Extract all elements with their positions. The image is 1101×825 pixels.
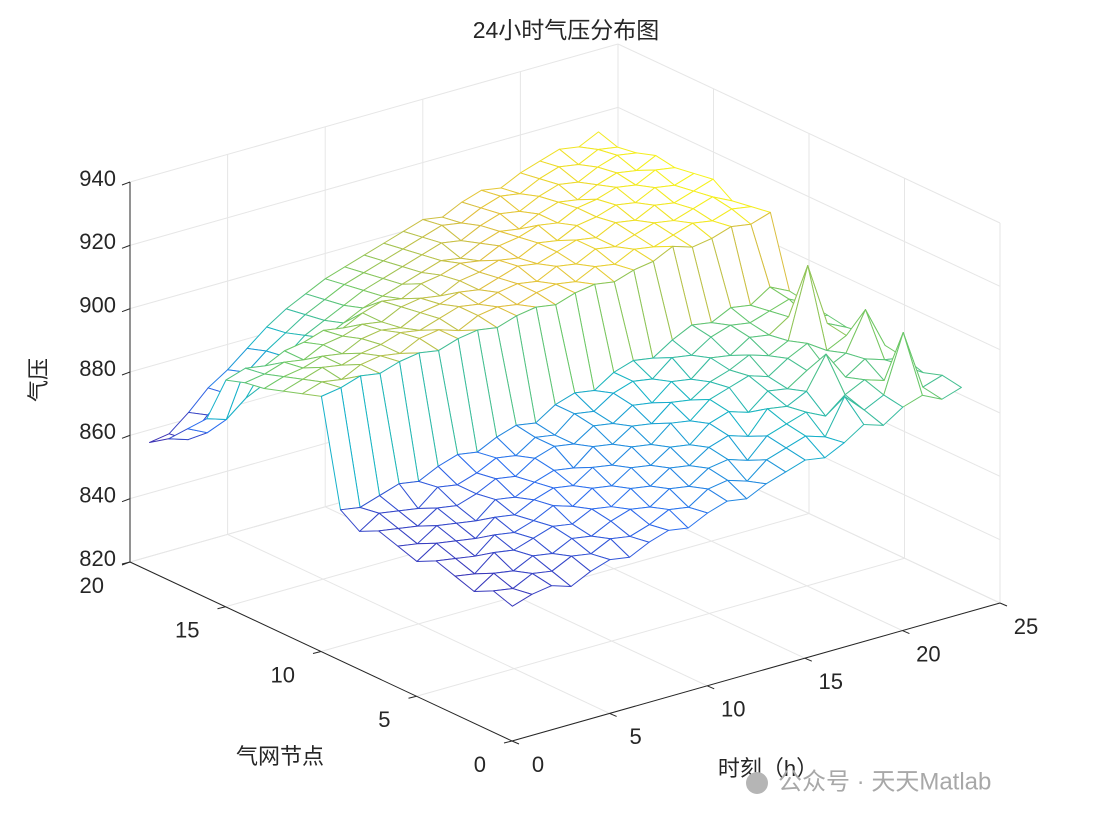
y-tick-label: 0: [474, 752, 486, 777]
y-tick-label: 20: [80, 573, 104, 598]
grid-line: [617, 106, 1001, 287]
x-tick: [707, 685, 715, 690]
chart-title: 24小时气压分布图: [473, 17, 660, 43]
z-tick: [121, 244, 131, 249]
x-axis-label: 时刻（h）: [718, 756, 818, 781]
x-tick-label: 25: [1014, 614, 1038, 639]
y-tick-label: 5: [378, 707, 390, 732]
x-tick-label: 10: [721, 697, 745, 722]
z-tick-label: 940: [79, 166, 116, 191]
y-axis-label: 气网节点: [236, 744, 324, 769]
watermark-icon: [746, 772, 768, 794]
x-tick: [902, 630, 910, 635]
x-tick-label: 20: [916, 641, 940, 666]
z-tick-label: 880: [79, 356, 116, 381]
z-tick: [121, 181, 131, 186]
y-tick: [408, 695, 417, 699]
z-tick-label: 920: [79, 229, 116, 254]
y-tick: [312, 651, 322, 654]
z-tick: [121, 561, 131, 566]
x-tick: [609, 712, 617, 717]
x-tick-label: 5: [629, 724, 641, 749]
z-tick-label: 820: [79, 546, 116, 571]
x-axis-line: [511, 602, 1001, 742]
y-tick: [217, 606, 226, 610]
z-tick: [121, 434, 131, 439]
z-tick: [121, 371, 131, 376]
grid-line: [129, 43, 619, 183]
x-tick-label: 15: [819, 669, 843, 694]
x-tick-label: 0: [532, 752, 544, 777]
y-tick: [503, 740, 513, 744]
x-tick: [804, 657, 812, 662]
z-tick-label: 860: [79, 419, 116, 444]
z-tick-label: 900: [79, 292, 116, 317]
grid-line: [617, 43, 1001, 224]
watermark: 公众号 · 天天Matlab: [778, 768, 991, 795]
z-axis-label: 气压: [26, 358, 51, 402]
z-tick: [121, 498, 131, 503]
z-tick-label: 840: [79, 482, 116, 507]
x-tick: [511, 740, 520, 745]
grid-line: [416, 557, 905, 697]
y-tick-label: 15: [175, 618, 199, 643]
y-tick-label: 10: [271, 662, 295, 687]
mesh-cell: [492, 588, 533, 607]
mesh: [149, 131, 962, 607]
z-tick: [121, 308, 131, 313]
grid-line: [129, 106, 619, 246]
x-tick: [999, 602, 1008, 607]
